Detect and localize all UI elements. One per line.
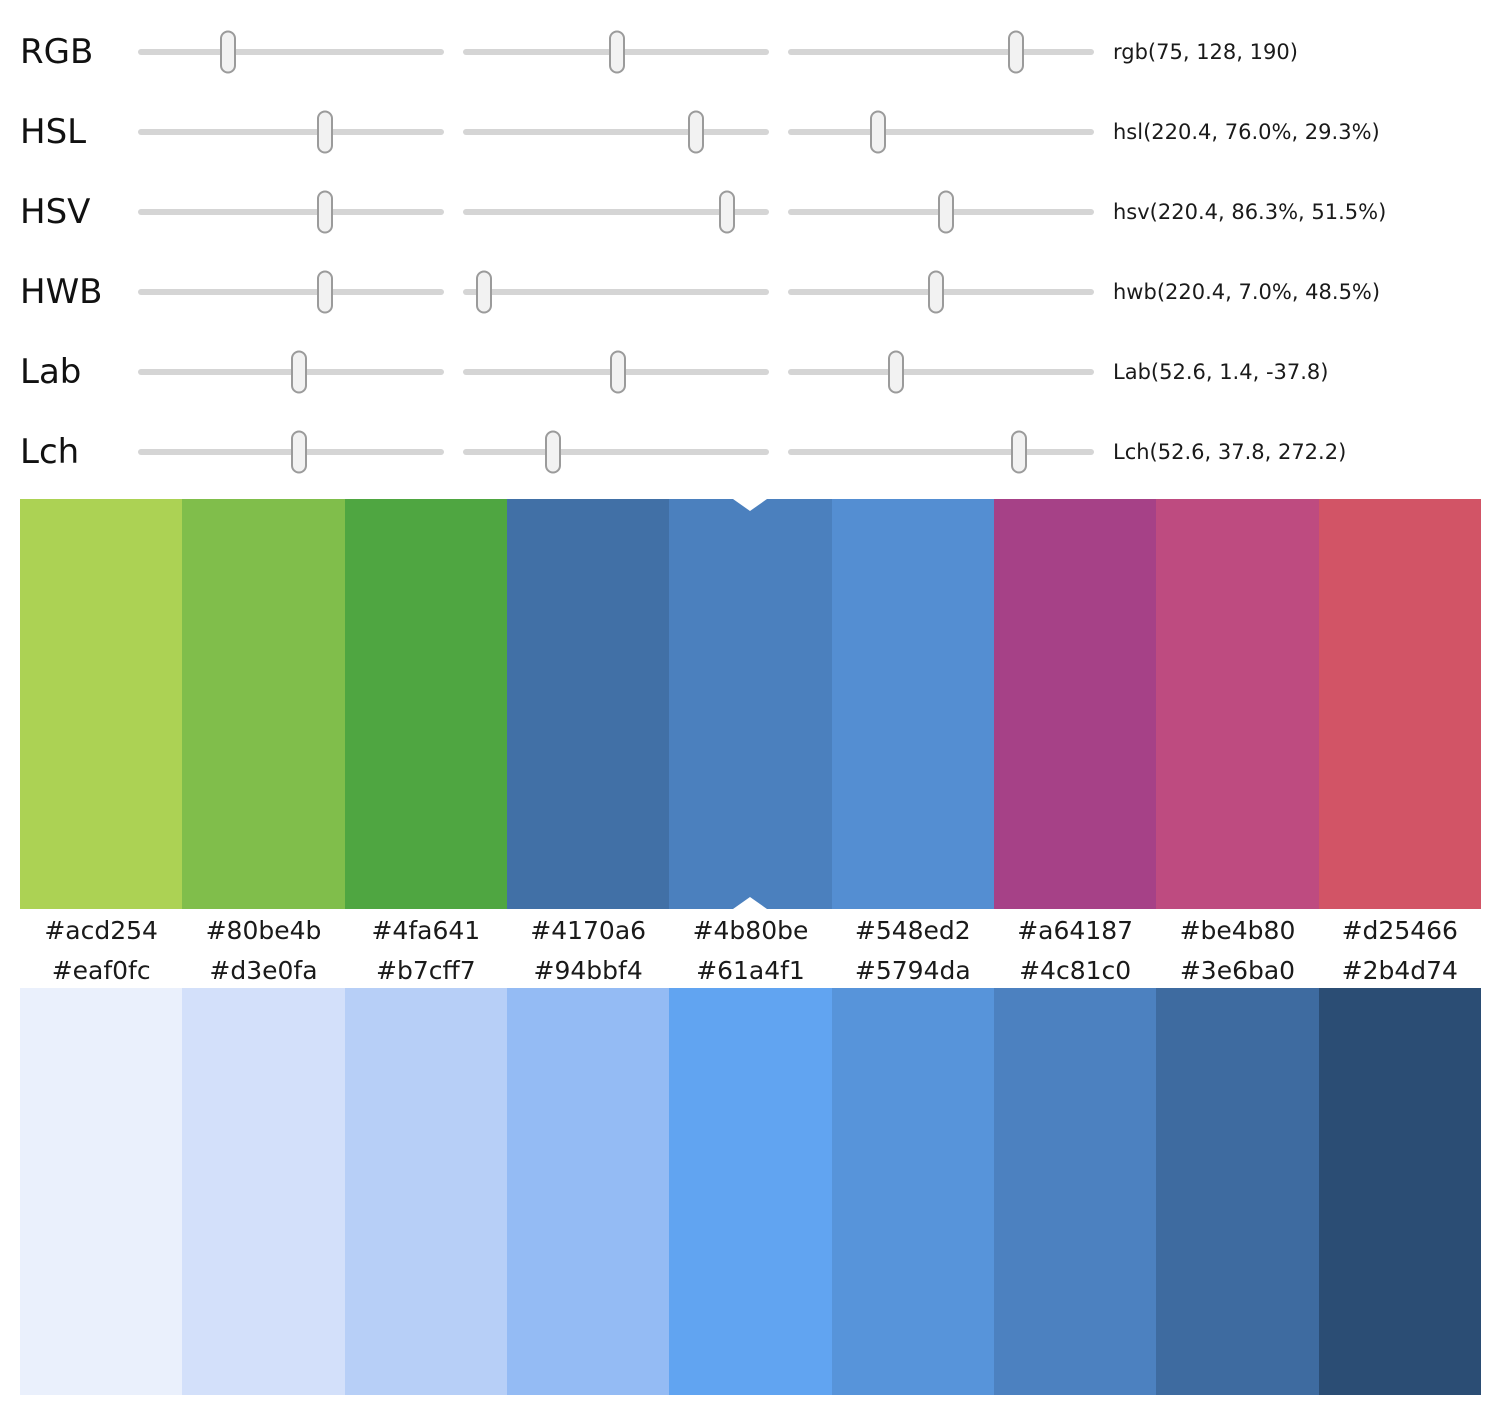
slider-thumb[interactable] — [928, 270, 945, 314]
palette-swatch[interactable] — [1156, 499, 1319, 909]
slider-row-label: HSL — [20, 112, 87, 152]
slider-row-hwb: HWB hwb(220.4, 7.0%, 48.5%) — [0, 252, 1501, 332]
lab-a-slider-track[interactable] — [463, 350, 769, 394]
slider-thumb[interactable] — [1007, 30, 1024, 74]
slider-row-hsv: HSV hsv(220.4, 86.3%, 51.5%) — [0, 172, 1501, 252]
slider-thumb[interactable] — [317, 190, 334, 234]
hex-label: #5794da — [854, 955, 971, 985]
slider-row-label: Lab — [20, 352, 82, 392]
palette-swatch[interactable] — [20, 499, 183, 909]
hex-label: #b7cff7 — [376, 955, 476, 985]
palette-swatch[interactable] — [1318, 499, 1481, 909]
palette-swatch[interactable] — [831, 499, 994, 909]
slider-row-rgb: RGB rgb(75, 128, 190) — [0, 12, 1501, 92]
slider-row-hsl: HSL hsl(220.4, 76.0%, 29.3%) — [0, 92, 1501, 172]
palette-swatch[interactable] — [993, 988, 1157, 1395]
palette-swatch[interactable] — [831, 988, 994, 1395]
rgb-b-slider-track[interactable] — [788, 30, 1094, 74]
selection-caret-down-icon — [733, 499, 768, 511]
hex-label: #61a4f1 — [696, 955, 805, 985]
slider-value-text: hsl(220.4, 76.0%, 29.3%) — [1113, 120, 1380, 144]
hex-label: #3e6ba0 — [1179, 955, 1296, 985]
rgb-g-slider-track[interactable] — [463, 30, 769, 74]
slider-panel: RGB rgb(75, 128, 190) HSL hsl(220.4, 76.… — [0, 0, 1501, 492]
hex-label: #d3e0fa — [209, 955, 318, 985]
hex-label: #a64187 — [1017, 916, 1134, 945]
hsv-v-slider-track[interactable] — [788, 190, 1094, 234]
hex-label: #4c81c0 — [1019, 955, 1132, 985]
selection-caret-up-icon — [733, 897, 768, 909]
hue-palette — [20, 499, 1481, 909]
hsl-l-slider-track[interactable] — [788, 110, 1094, 154]
hex-label: #2b4d74 — [1341, 955, 1458, 985]
shade-palette-labels: #eaf0fc #d3e0fa #b7cff7 #94bbf4 #61a4f1 … — [20, 952, 1481, 988]
hsl-s-slider-track[interactable] — [463, 110, 769, 154]
slider-thumb[interactable] — [869, 110, 886, 154]
slider-thumb[interactable] — [317, 270, 334, 314]
palette-swatch-selected[interactable] — [669, 499, 832, 909]
slider-thumb[interactable] — [290, 430, 307, 474]
slider-row-lch: Lch Lch(52.6, 37.8, 272.2) — [0, 412, 1501, 492]
slider-thumb[interactable] — [1011, 430, 1028, 474]
slider-thumb[interactable] — [937, 190, 954, 234]
slider-row-label: HSV — [20, 192, 91, 232]
slider-value-text: Lch(52.6, 37.8, 272.2) — [1113, 440, 1347, 464]
hwb-w-slider-track[interactable] — [463, 270, 769, 314]
slider-thumb[interactable] — [888, 350, 905, 394]
hex-label: #be4b80 — [1179, 916, 1296, 945]
hex-label: #80be4b — [205, 916, 322, 945]
slider-value-text: hsv(220.4, 86.3%, 51.5%) — [1113, 200, 1387, 224]
lch-h-slider-track[interactable] — [788, 430, 1094, 474]
hex-label: #548ed2 — [854, 916, 971, 945]
hex-label: #4b80be — [692, 916, 809, 945]
hex-label: #acd254 — [44, 916, 158, 945]
shade-palette — [20, 988, 1481, 1395]
lch-l-slider-track[interactable] — [138, 430, 444, 474]
hsl-h-slider-track[interactable] — [138, 110, 444, 154]
slider-row-lab: Lab Lab(52.6, 1.4, -37.8) — [0, 332, 1501, 412]
slider-thumb[interactable] — [545, 430, 562, 474]
hue-palette-labels: #acd254 #80be4b #4fa641 #4170a6 #4b80be … — [20, 909, 1481, 952]
slider-thumb[interactable] — [219, 30, 236, 74]
palette-swatch[interactable] — [506, 499, 670, 909]
slider-row-label: Lch — [20, 432, 80, 472]
palette-swatch[interactable] — [182, 499, 345, 909]
hwb-h-slider-track[interactable] — [138, 270, 444, 314]
slider-thumb[interactable] — [719, 190, 736, 234]
hex-label: #eaf0fc — [51, 955, 151, 985]
hsv-s-slider-track[interactable] — [463, 190, 769, 234]
slider-value-text: Lab(52.6, 1.4, -37.8) — [1113, 360, 1329, 384]
slider-thumb[interactable] — [610, 350, 627, 394]
slider-thumb[interactable] — [290, 350, 307, 394]
rgb-r-slider-track[interactable] — [138, 30, 444, 74]
slider-thumb[interactable] — [608, 30, 625, 74]
slider-row-label: RGB — [20, 32, 94, 72]
palette-swatch[interactable] — [344, 988, 507, 1395]
palette-swatch[interactable] — [506, 988, 670, 1395]
slider-thumb[interactable] — [687, 110, 704, 154]
slider-thumb[interactable] — [476, 270, 493, 314]
lab-b-slider-track[interactable] — [788, 350, 1094, 394]
palette-swatch[interactable] — [182, 988, 345, 1395]
palette-swatch[interactable] — [20, 988, 183, 1395]
slider-row-label: HWB — [20, 272, 103, 312]
hex-label: #4fa641 — [371, 916, 481, 945]
lab-l-slider-track[interactable] — [138, 350, 444, 394]
hex-label: #d25466 — [1341, 916, 1458, 945]
hex-label: #94bbf4 — [533, 955, 643, 985]
palette-swatch[interactable] — [669, 988, 832, 1395]
hex-label: #4170a6 — [530, 916, 647, 945]
palette-swatch[interactable] — [993, 499, 1157, 909]
palette-swatch[interactable] — [1318, 988, 1481, 1395]
hsv-h-slider-track[interactable] — [138, 190, 444, 234]
slider-value-text: rgb(75, 128, 190) — [1113, 40, 1298, 64]
palette-swatch[interactable] — [1156, 988, 1319, 1395]
slider-value-text: hwb(220.4, 7.0%, 48.5%) — [1113, 280, 1381, 304]
slider-thumb[interactable] — [317, 110, 334, 154]
hwb-b-slider-track[interactable] — [788, 270, 1094, 314]
palette-swatch[interactable] — [344, 499, 507, 909]
lch-c-slider-track[interactable] — [463, 430, 769, 474]
